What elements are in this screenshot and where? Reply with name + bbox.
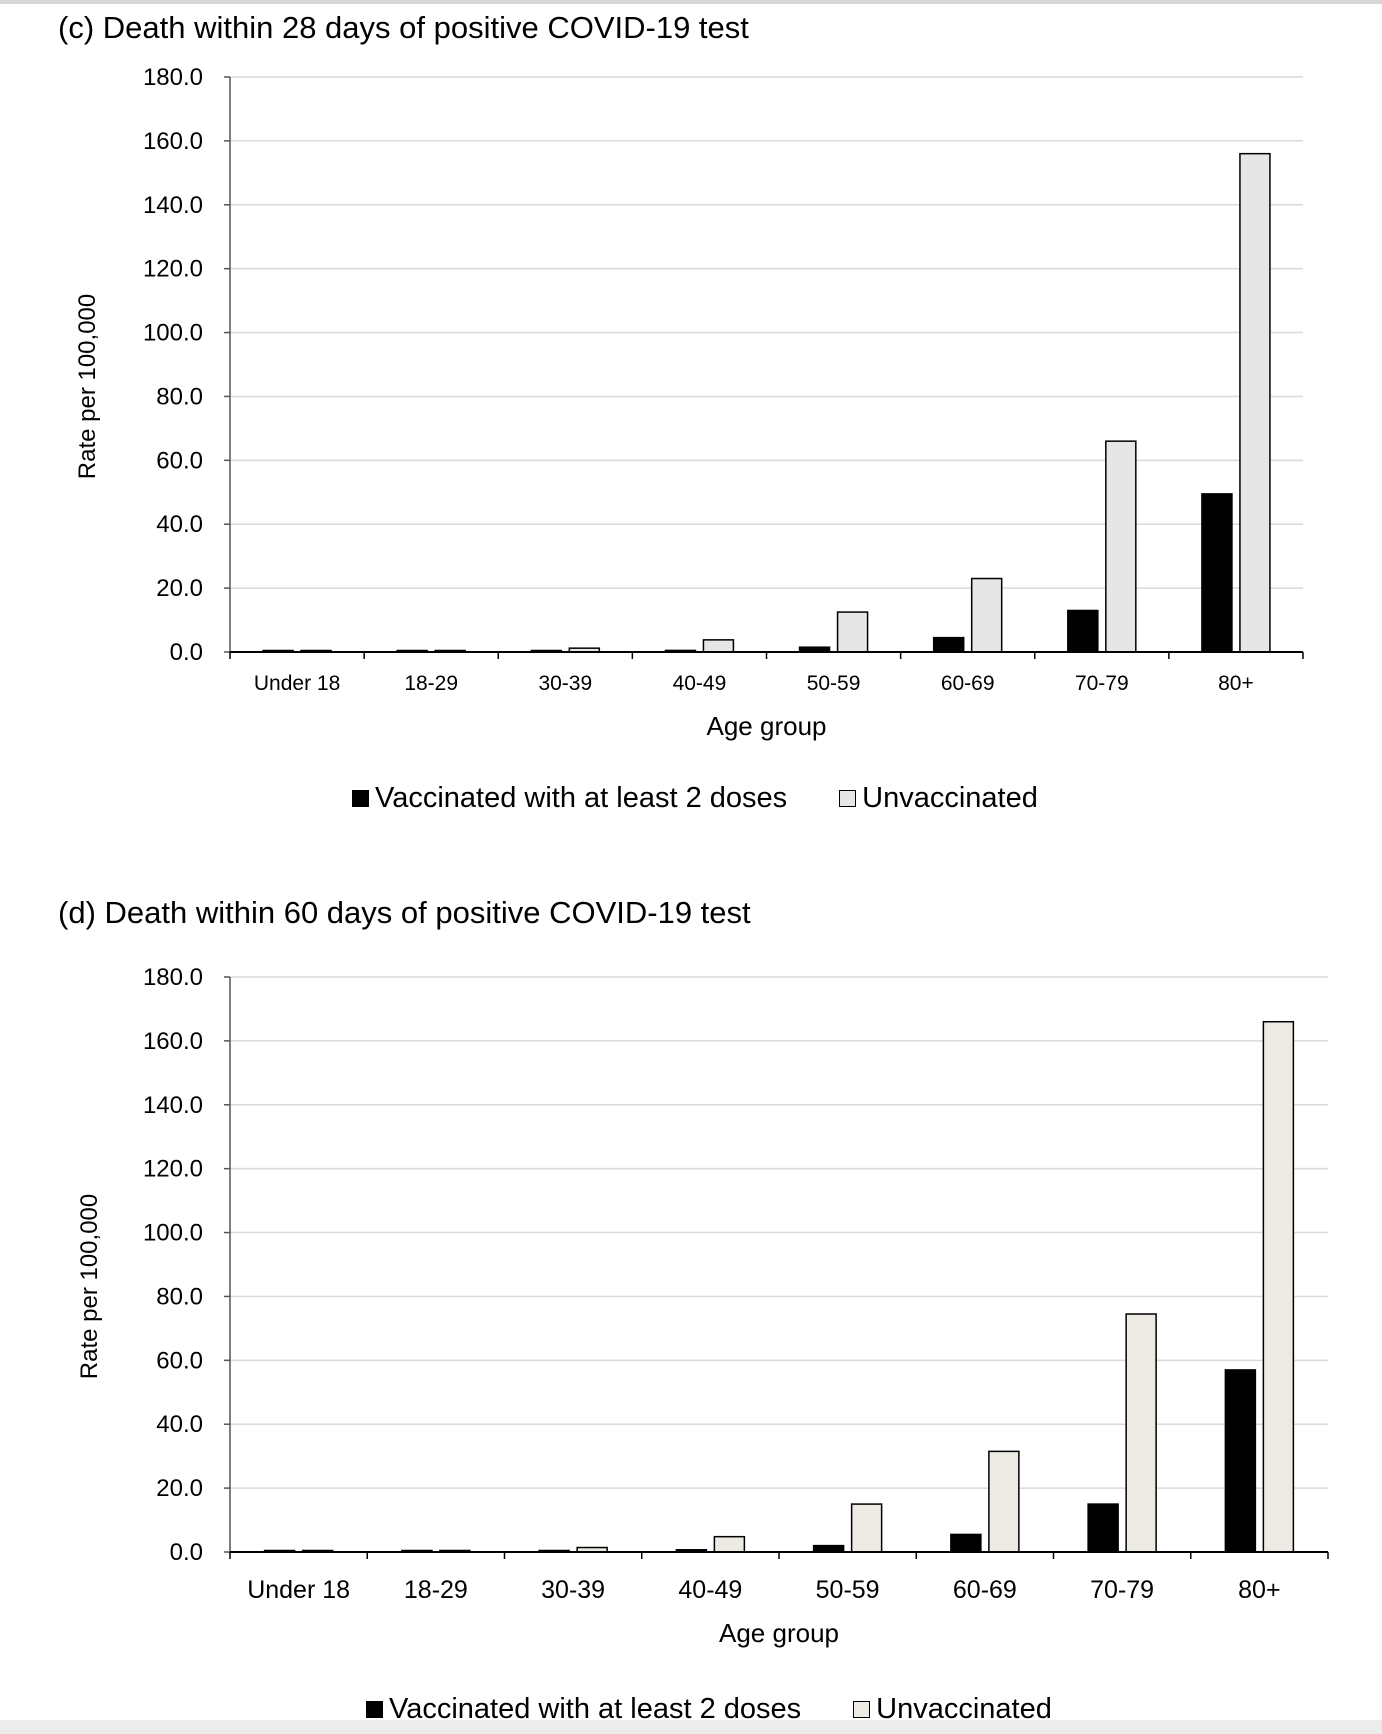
y-tick-label: 100.0 bbox=[143, 1220, 203, 1247]
x-tick-label: 60-69 bbox=[953, 1576, 1017, 1604]
y-tick-label: 100.0 bbox=[143, 320, 203, 347]
top-edge bbox=[0, 0, 1382, 4]
legend-swatch-icon bbox=[853, 1701, 871, 1718]
x-tick-label: 50-59 bbox=[816, 1576, 880, 1604]
legend-swatch-icon bbox=[839, 790, 857, 807]
bar bbox=[932, 636, 965, 653]
bar bbox=[1224, 1369, 1257, 1553]
y-tick-label: 0.0 bbox=[170, 1539, 203, 1566]
y-tick-label: 20.0 bbox=[156, 1475, 203, 1502]
bar bbox=[1105, 440, 1137, 653]
x-tick-label: Under 18 bbox=[254, 672, 340, 695]
y-tick-label: 60.0 bbox=[156, 447, 203, 474]
legend-label: Vaccinated with at least 2 doses bbox=[389, 1693, 802, 1725]
bar bbox=[988, 1450, 1020, 1553]
legend-item-vaccinated: Vaccinated with at least 2 doses bbox=[352, 782, 787, 815]
x-tick-label: 50-59 bbox=[807, 672, 861, 695]
bar bbox=[836, 611, 869, 653]
bottom-edge bbox=[0, 1720, 1382, 1734]
chart-title: (d) Death within 60 days of positive COV… bbox=[58, 895, 751, 930]
y-tick-label: 80.0 bbox=[156, 1283, 203, 1310]
y-tick-label: 120.0 bbox=[143, 256, 203, 283]
y-tick-label: 0.0 bbox=[170, 639, 203, 666]
bar bbox=[950, 1533, 982, 1553]
y-tick-label: 40.0 bbox=[156, 511, 203, 538]
y-axis-label: Rate per 100,000 bbox=[76, 1194, 103, 1379]
y-tick-label: 180.0 bbox=[143, 64, 203, 91]
y-tick-label: 140.0 bbox=[143, 192, 203, 219]
legend-swatch-icon bbox=[366, 1701, 383, 1718]
x-axis-label: Age group bbox=[719, 1618, 839, 1648]
x-tick-label: 40-49 bbox=[673, 672, 727, 695]
x-tick-label: 80+ bbox=[1218, 672, 1254, 695]
x-tick-label: Under 18 bbox=[247, 1576, 350, 1604]
y-tick-label: 60.0 bbox=[156, 1347, 203, 1374]
legend-label: Unvaccinated bbox=[876, 1693, 1052, 1725]
bar bbox=[1262, 1020, 1295, 1553]
chart-legend: Vaccinated with at least 2 doses Unvacci… bbox=[366, 1693, 1104, 1726]
legend-item-unvaccinated: Unvaccinated bbox=[839, 782, 1038, 815]
y-tick-label: 20.0 bbox=[156, 575, 203, 602]
y-tick-label: 160.0 bbox=[143, 1028, 203, 1055]
y-tick-label: 160.0 bbox=[143, 128, 203, 155]
y-axis-label: Rate per 100,000 bbox=[74, 294, 101, 479]
x-axis-label: Age group bbox=[707, 711, 827, 741]
x-tick-label: 70-79 bbox=[1075, 672, 1129, 695]
bar bbox=[850, 1503, 883, 1553]
bar bbox=[702, 639, 735, 653]
bar bbox=[1125, 1313, 1157, 1553]
chart-legend: Vaccinated with at least 2 doses Unvacci… bbox=[352, 782, 1090, 815]
bar-chart-60-days: 0.0 20.0 40.0 60.0 80.0 100.0 120.0 140.0 160.0 1… bbox=[76, 964, 1329, 1648]
y-tick-label: 40.0 bbox=[156, 1411, 203, 1438]
bar-chart-28-days: 0.0 20.0 40.0 60.0 80.0 100.0 120.0 140.0 160.0 1… bbox=[74, 64, 1304, 741]
chart-title: (c) Death within 28 days of positive COV… bbox=[58, 10, 749, 45]
y-tick-label: 180.0 bbox=[143, 964, 203, 991]
legend-swatch-icon bbox=[352, 790, 369, 807]
x-tick-label: 30-39 bbox=[538, 672, 592, 695]
y-tick-label: 120.0 bbox=[143, 1156, 203, 1183]
x-tick-label: 18-29 bbox=[404, 672, 458, 695]
x-tick-label: 70-79 bbox=[1090, 1576, 1154, 1604]
bar bbox=[1087, 1503, 1119, 1553]
bar bbox=[713, 1535, 746, 1553]
bar bbox=[1201, 493, 1233, 653]
x-tick-label: 60-69 bbox=[941, 672, 995, 695]
x-tick-label: 30-39 bbox=[541, 1576, 605, 1604]
bar bbox=[1239, 152, 1271, 653]
bar bbox=[1067, 609, 1099, 653]
y-tick-label: 140.0 bbox=[143, 1092, 203, 1119]
x-tick-label: 40-49 bbox=[678, 1576, 742, 1604]
x-tick-label: 80+ bbox=[1238, 1576, 1280, 1604]
y-tick-label: 80.0 bbox=[156, 383, 203, 410]
legend-label: Vaccinated with at least 2 doses bbox=[375, 782, 788, 814]
legend-label: Unvaccinated bbox=[862, 782, 1038, 814]
legend-item-vaccinated: Vaccinated with at least 2 doses bbox=[366, 1693, 801, 1726]
legend-item-unvaccinated: Unvaccinated bbox=[853, 1693, 1052, 1726]
x-tick-label: 18-29 bbox=[404, 1576, 468, 1604]
bar bbox=[970, 577, 1003, 653]
